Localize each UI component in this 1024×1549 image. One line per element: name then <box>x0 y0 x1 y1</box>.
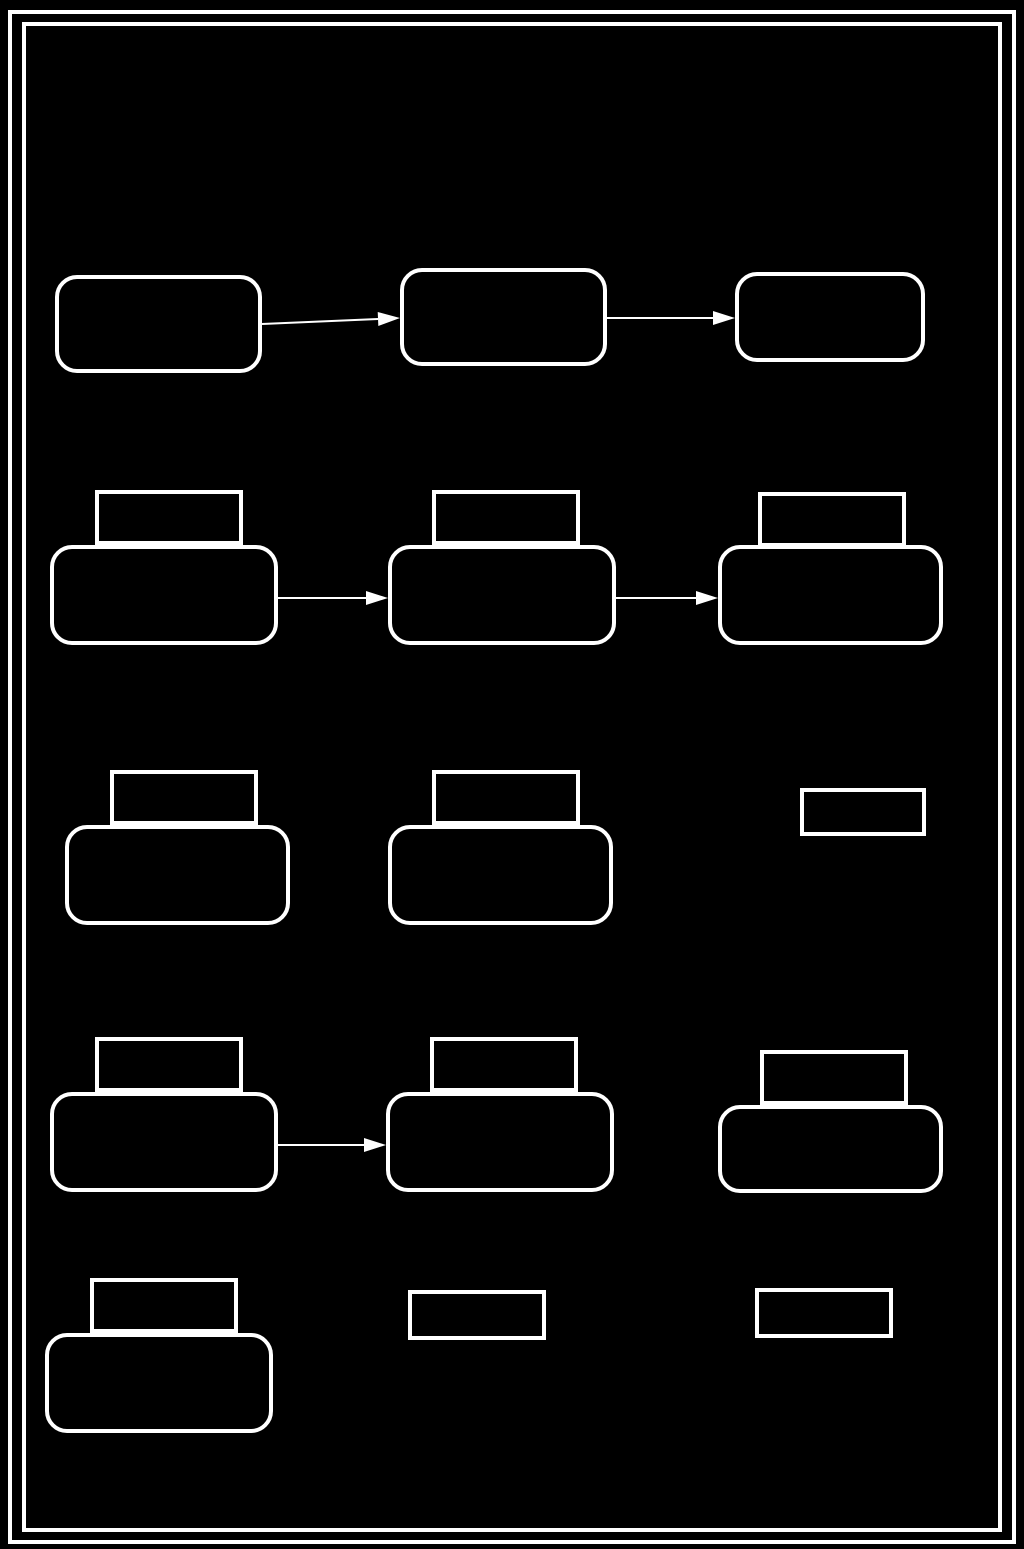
node-r1c1-round <box>55 275 262 373</box>
node-r3c1-round <box>65 825 290 925</box>
node-r3c1-rect <box>110 770 258 825</box>
node-r4c3-rect <box>760 1050 908 1105</box>
node-r4c1-round <box>50 1092 278 1192</box>
node-r3c2-rect <box>432 770 580 825</box>
node-r2c1-round <box>50 545 278 645</box>
node-r3c3-rect <box>800 788 926 836</box>
node-r2c2-rect <box>432 490 580 545</box>
node-r5c1-round <box>45 1333 273 1433</box>
node-r4c3-round <box>718 1105 943 1193</box>
node-r4c1-rect <box>95 1037 243 1092</box>
node-r4c2-rect <box>430 1037 578 1092</box>
node-r5c1-rect <box>90 1278 238 1333</box>
node-r1c2-round <box>400 268 607 366</box>
node-r2c2-round <box>388 545 616 645</box>
node-r4c2-round <box>386 1092 614 1192</box>
node-r3c2-round <box>388 825 613 925</box>
node-r2c1-rect <box>95 490 243 545</box>
node-r2c3-round <box>718 545 943 645</box>
node-r5c3-rect <box>755 1288 893 1338</box>
node-r1c3-round <box>735 272 925 362</box>
node-r5c2-rect <box>408 1290 546 1340</box>
node-r2c3-rect <box>758 492 906 547</box>
